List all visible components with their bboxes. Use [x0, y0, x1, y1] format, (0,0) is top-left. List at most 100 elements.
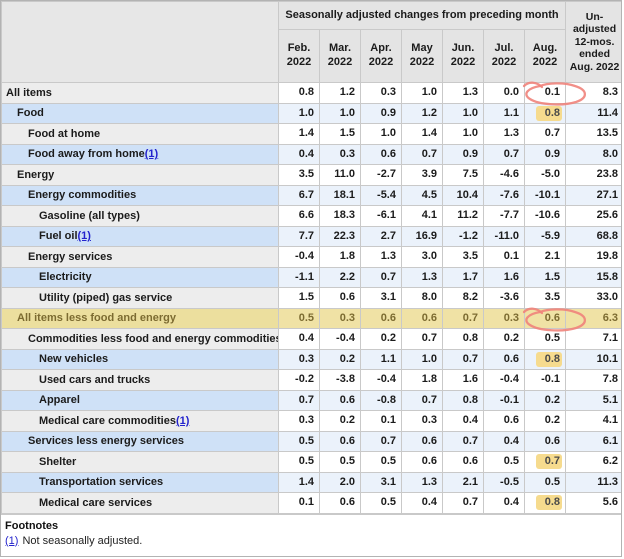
value-cell: 1.4	[278, 123, 320, 145]
value-cell: 0.3	[401, 410, 443, 432]
table-row: Fuel oil(1) 7.7 22.3 2.7 16.9 -1.2 -11.0 -5.9 68…	[1, 225, 621, 247]
value-cell: 3.1	[360, 287, 402, 309]
yellow-marker-highlight: 0.8	[535, 105, 563, 121]
row-label: Energy	[1, 164, 279, 186]
column-header-month: Feb. 2022	[278, 29, 320, 83]
value-cell: 0.3	[360, 82, 402, 104]
footnote-text: Not seasonally adjusted.	[22, 534, 143, 547]
table-row: Shelter 0.5 0.5 0.5 0.6 0.6 0.5 0.7 6.2	[1, 451, 621, 473]
value-cell: 0.2	[483, 328, 525, 350]
value-cell: 1.0	[401, 82, 443, 104]
value-cell: 11.2	[442, 205, 484, 227]
value-cell: 6.1	[565, 430, 621, 452]
table-row: Used cars and trucks -0.2 -3.8 -0.4 1.8 1.6 -0…	[1, 369, 621, 391]
value-cell: 0.7	[401, 143, 443, 165]
column-header-month: Aug. 2022	[523, 29, 567, 83]
value-cell: 18.3	[319, 205, 361, 227]
value-cell: 4.5	[401, 184, 443, 206]
row-label: Energy commodities	[1, 184, 279, 206]
value-cell: 7.5	[442, 164, 484, 186]
table-row: Commodities less food and energy commodi…	[1, 328, 621, 350]
value-cell: 0.5	[278, 430, 320, 452]
value-cell: 0.6	[319, 430, 361, 452]
group-header-row: Seasonally adjusted changes from precedi…	[1, 1, 621, 83]
value-cell: 1.3	[483, 123, 525, 145]
value-cell: 1.3	[401, 266, 443, 288]
value-cell: 0.5	[360, 451, 402, 473]
value-cell: -7.6	[483, 184, 525, 206]
footnote-line: (1) Not seasonally adjusted.	[5, 535, 615, 547]
value-cell: -6.1	[360, 205, 402, 227]
value-cell: 0.5	[278, 307, 320, 329]
value-cell: 0.3	[278, 348, 320, 370]
value-cell: 0.1	[278, 492, 320, 514]
value-cell: -0.4	[483, 369, 525, 391]
table-row: Gasoline (all types) 6.6 18.3 -6.1 4.1 11.2 -7…	[1, 205, 621, 227]
value-cell: 3.5	[523, 287, 567, 309]
value-cell: -1.2	[442, 225, 484, 247]
footnote-ref-link[interactable]: (1)	[77, 230, 91, 243]
value-cell: 1.6	[442, 369, 484, 391]
row-label: Food	[1, 102, 279, 124]
value-cell: 0.2	[319, 410, 361, 432]
value-cell: 5.6	[565, 492, 621, 514]
value-cell: 33.0	[565, 287, 621, 309]
value-cell: 0.6	[523, 430, 567, 452]
value-cell: 1.7	[442, 266, 484, 288]
group-header: Seasonally adjusted changes from precedi…	[277, 1, 567, 30]
value-cell: 0.4	[401, 492, 443, 514]
row-label: All items less food and energy	[1, 307, 279, 329]
row-label: Utility (piped) gas service	[1, 287, 279, 309]
value-cell: 0.8	[278, 82, 320, 104]
value-cell: -4.6	[483, 164, 525, 186]
value-cell: 11.4	[565, 102, 621, 124]
value-cell: 6.3	[565, 307, 621, 329]
value-cell: 1.5	[523, 266, 567, 288]
value-cell: 23.8	[565, 164, 621, 186]
footnote-ref-link[interactable]: (1)	[144, 148, 159, 161]
value-cell: 1.0	[442, 123, 484, 145]
value-cell: 1.5	[278, 287, 320, 309]
value-cell: 18.1	[319, 184, 361, 206]
yellow-marker-highlight: 0.7	[535, 454, 563, 470]
value-cell: 0.6	[401, 451, 443, 473]
value-cell: 0.7	[360, 430, 402, 452]
column-header-month: May 2022	[401, 29, 443, 83]
value-cell: 0.3	[483, 307, 525, 329]
footnote-ref-link[interactable]: (1)	[5, 534, 19, 547]
value-cell: -0.1	[483, 389, 525, 411]
value-cell: 0.4	[278, 328, 320, 350]
value-cell: 2.2	[319, 266, 361, 288]
value-cell: 0.6	[319, 287, 361, 309]
value-cell: 7.8	[565, 369, 621, 391]
value-cell: 0.8	[523, 492, 567, 514]
value-cell: 1.3	[442, 82, 484, 104]
footnote-ref-link[interactable]: (1)	[175, 414, 190, 427]
table-row: Energy 3.5 11.0 -2.7 3.9 7.5 -4.6 -5.0 23.8	[1, 164, 621, 186]
value-cell: -11.0	[483, 225, 525, 247]
table-row: All items less food and energy 0.5 0.3 0.6 0…	[1, 307, 621, 332]
column-header-month: Apr. 2022	[360, 29, 402, 83]
value-cell: 0.7	[483, 143, 525, 165]
value-cell: -7.7	[483, 205, 525, 227]
value-cell: 27.1	[565, 184, 621, 206]
value-cell: 0.7	[442, 348, 484, 370]
value-cell: -10.6	[523, 205, 567, 227]
value-cell: 11.0	[319, 164, 361, 186]
value-cell: 0.1	[483, 246, 525, 268]
value-cell: 0.7	[523, 451, 567, 473]
value-cell: 0.3	[278, 410, 320, 432]
value-cell: 0.7	[442, 307, 484, 329]
value-cell: 0.5	[278, 451, 320, 473]
table-row: Medical care commodities(1) 0.3 0.2 0.1 0.3 0…	[1, 410, 621, 432]
value-cell: 0.5	[523, 471, 567, 493]
value-cell: -0.1	[523, 369, 567, 391]
value-cell: 0.8	[442, 389, 484, 411]
value-cell: 8.2	[442, 287, 484, 309]
row-label: All items	[1, 82, 279, 104]
column-header-month: Jun. 2022	[442, 29, 484, 83]
value-cell: 1.5	[319, 123, 361, 145]
value-cell: 0.6	[401, 307, 443, 329]
value-cell: 1.2	[401, 102, 443, 124]
